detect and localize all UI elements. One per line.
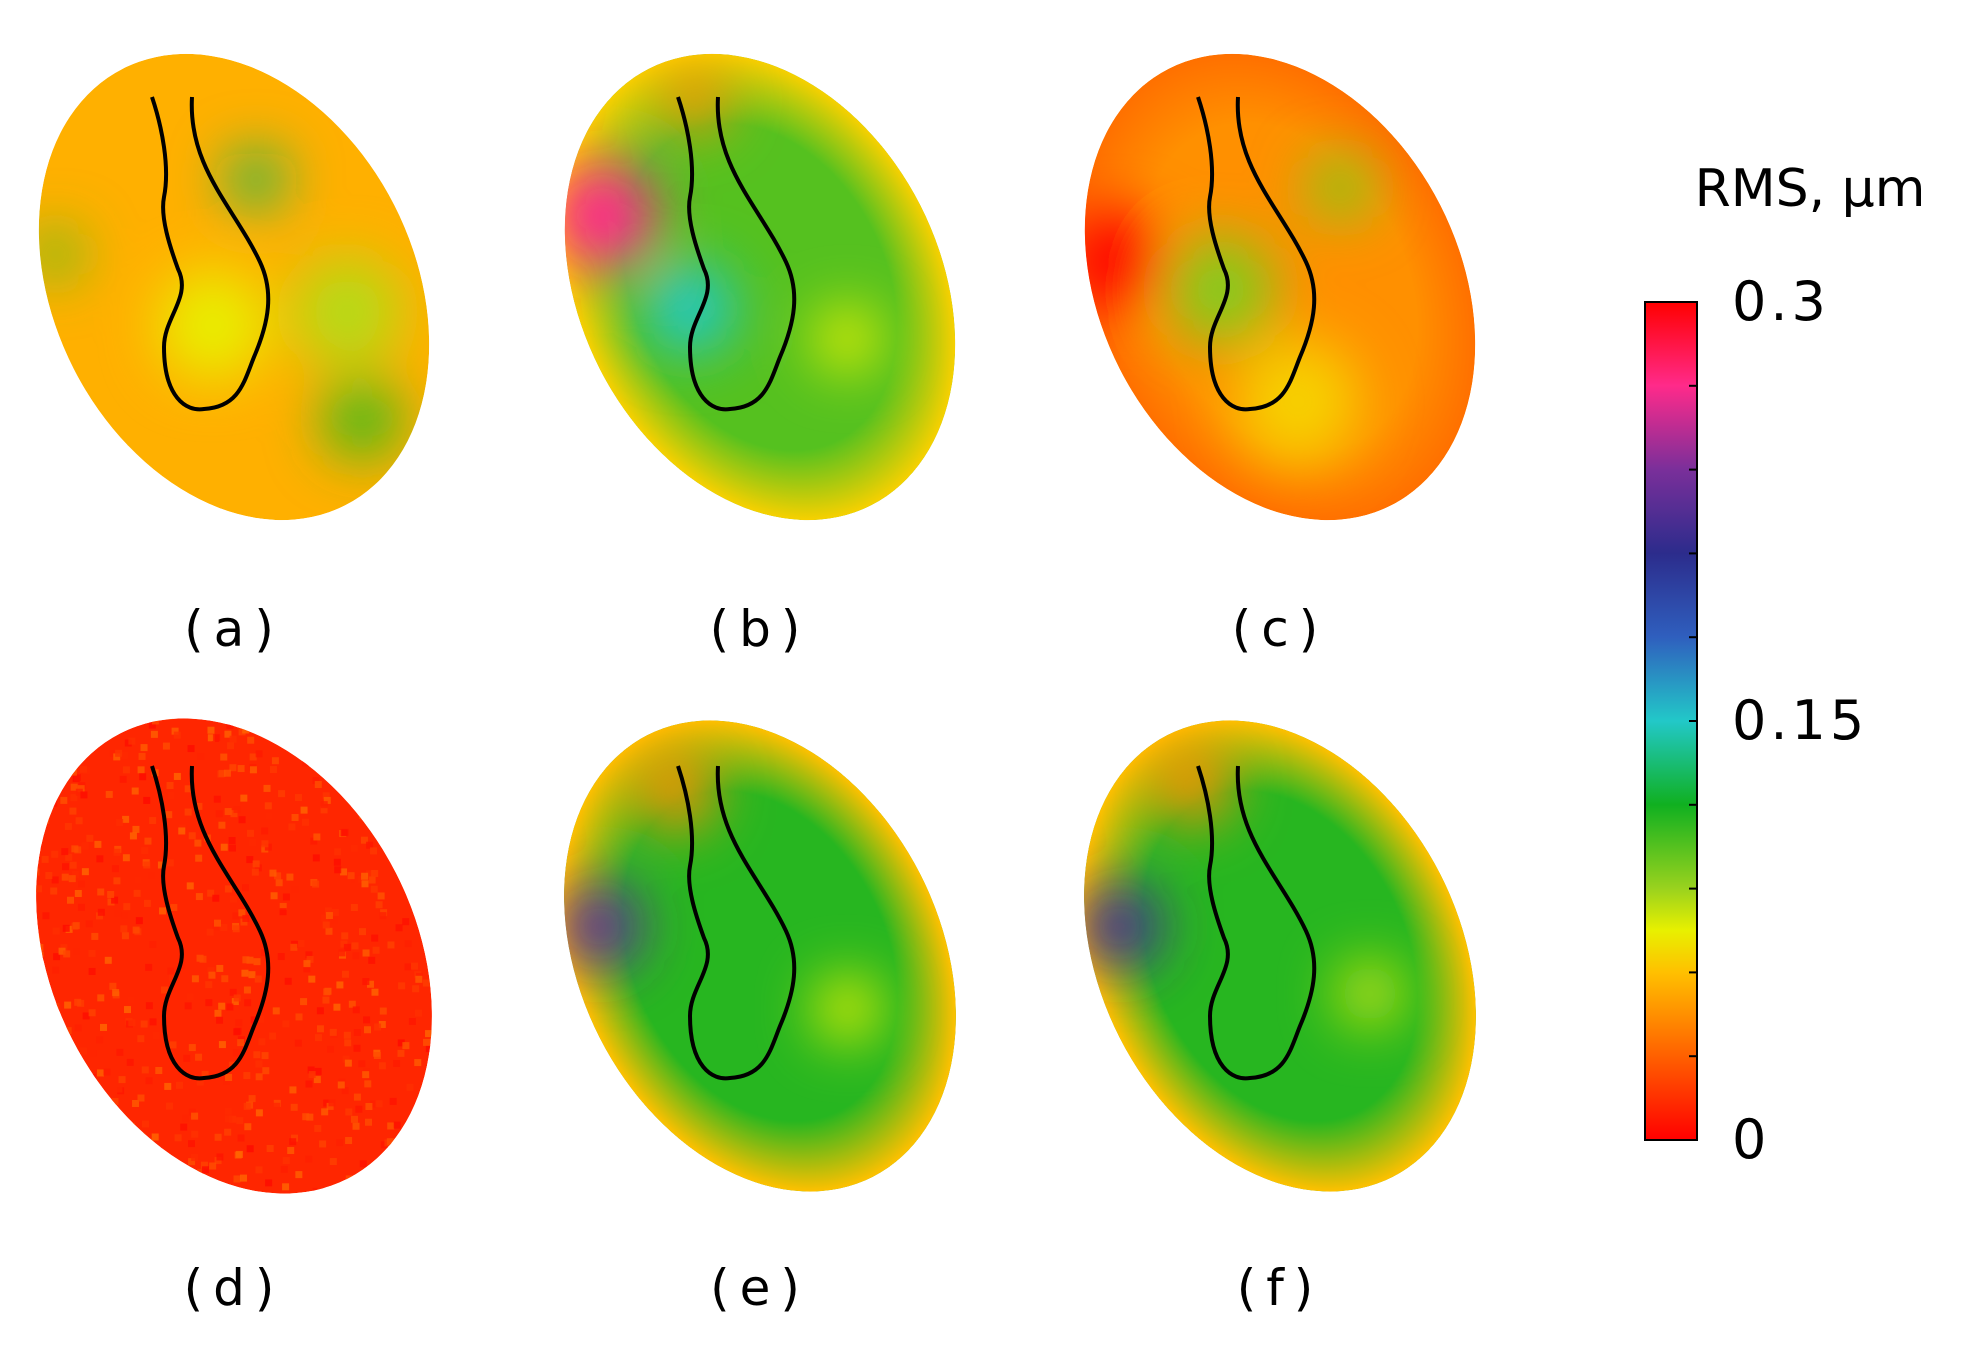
edge-ring [564, 53, 956, 521]
panel-a [30, 53, 430, 521]
panel-label: (a) [184, 600, 284, 658]
feature-blob [1234, 338, 1361, 465]
panel-label: (c) [1232, 600, 1329, 658]
colorbar-tick-label: 0.15 [1732, 689, 1868, 752]
panels [12, 53, 1476, 1233]
feature-blob [227, 150, 285, 209]
panel-f [1076, 720, 1476, 1192]
panel-e [556, 720, 956, 1192]
contour-line [1196, 96, 1317, 412]
feature-blob [1064, 210, 1166, 312]
feature-blob [322, 380, 402, 460]
colorbar-title: RMS, µm [1695, 159, 1926, 219]
feature-blob [1337, 961, 1403, 1027]
panel-labels: (a) (b) (c) (d) (e) (f) [184, 600, 1329, 1317]
feature-blob [293, 257, 402, 366]
edge-ring [1084, 720, 1476, 1192]
feature-blob [556, 883, 643, 970]
feature-blob [815, 976, 880, 1042]
edge-ring [564, 720, 956, 1192]
feature-blob [1076, 883, 1163, 970]
panel-label: (b) [710, 600, 811, 658]
feature-blob [30, 228, 81, 280]
feature-blob [1166, 235, 1275, 344]
contour-line [676, 96, 797, 412]
feature-blob [662, 67, 728, 133]
contour-line [150, 96, 271, 412]
feature-blob [1152, 744, 1232, 824]
panel-d [12, 686, 463, 1233]
panel-field [36, 718, 432, 1194]
edge-ring [1084, 53, 1476, 521]
panel-label: (d) [184, 1259, 285, 1317]
feature-blob [635, 750, 716, 830]
contour-line [150, 765, 271, 1081]
colorbar: RMS, µm 0.3 0.15 0 [1644, 159, 1926, 1171]
contour-line [1196, 765, 1317, 1081]
feature-blob [159, 271, 268, 380]
panel-label: (e) [710, 1259, 810, 1317]
feature-blob [1308, 155, 1373, 220]
colorbar-tick-label: 0.3 [1732, 270, 1830, 333]
feature-blob [645, 263, 736, 354]
panel-label: (f) [1237, 1259, 1324, 1317]
contour-line [676, 765, 797, 1081]
panel-b [548, 53, 956, 521]
feature-blob [814, 306, 880, 372]
feature-blob [548, 161, 657, 270]
panel-c [1064, 53, 1476, 521]
colorbar-tick-label: 0 [1732, 1108, 1770, 1171]
